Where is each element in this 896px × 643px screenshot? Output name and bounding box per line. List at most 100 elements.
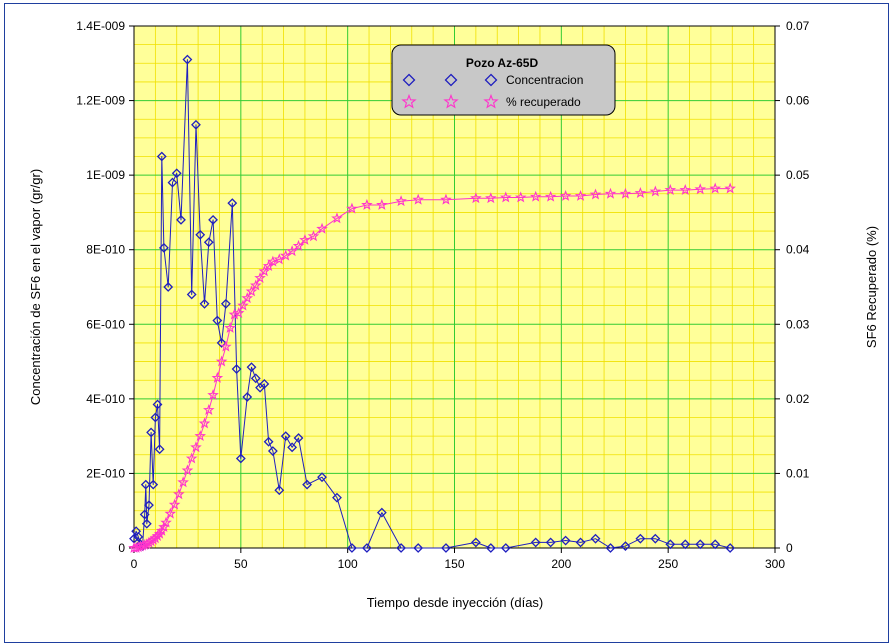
recuperado-point (190, 441, 202, 453)
legend-box (391, 44, 616, 116)
legend-entry-concentracion: Concentracion (506, 73, 583, 87)
legend-entry-recuperado: % recuperado (506, 95, 581, 109)
concentracion-point (620, 541, 631, 552)
concentracion-point (146, 427, 157, 438)
recuperado-point (619, 187, 632, 199)
concentracion-point (545, 537, 556, 548)
concentracion-point (156, 151, 167, 162)
y-left-tick-label: 2E-010 (86, 466, 125, 480)
concentracion-point (250, 373, 261, 384)
concentracion-point (317, 472, 327, 483)
concentracion-point (280, 431, 291, 442)
recuperado-point (331, 212, 343, 224)
concentracion-point (605, 543, 616, 553)
concentracion-point (665, 539, 676, 550)
concentracion-point (376, 507, 387, 518)
x-tick-label: 150 (444, 557, 464, 571)
concentracion-point (259, 379, 270, 389)
recuperado-point (245, 285, 258, 297)
concentracion-point (441, 543, 451, 553)
concentracion-point (680, 539, 691, 550)
concentracion-point (133, 531, 144, 542)
recuperado-point (220, 340, 232, 352)
concentracion-point (590, 533, 601, 544)
recuperado-point (258, 265, 271, 277)
concentracion-point (332, 492, 342, 503)
concentracion-point (470, 537, 481, 548)
x-tick-labels: 0 50 100 150 200 250 300 (131, 557, 786, 571)
recuperado-point (440, 193, 452, 205)
recuperado-point (412, 193, 424, 205)
concentracion-point (235, 453, 246, 464)
recuperado-point (198, 417, 211, 429)
concentracion-point (263, 436, 274, 447)
concentracion-point (293, 433, 304, 443)
recuperado-point (267, 255, 279, 267)
concentracion-point (485, 543, 496, 553)
recuperado-point (254, 271, 266, 283)
recuperado-point (299, 233, 311, 245)
y-left-tick-label: 8E-010 (86, 243, 125, 257)
concentracion-point (396, 543, 407, 553)
recuperado-point (215, 355, 228, 367)
x-axis-label: Tiempo desde inyección (días) (367, 595, 544, 610)
recuperado-point (241, 292, 254, 304)
concentracion-point (191, 119, 201, 130)
concentracion-point (199, 298, 210, 309)
axis-ticks (129, 25, 780, 553)
recuperado-point (181, 464, 194, 476)
y-right-tick-label: 0.05 (786, 168, 810, 182)
concentracion-point (500, 543, 511, 553)
legend-diamond-icon (444, 73, 458, 87)
legend: Pozo Az-65D Concentracion % recuperado (391, 44, 616, 116)
y-axis-left-label: Concentración de SF6 en el vapor (gr/gr) (28, 169, 43, 405)
recuperado-point (395, 195, 407, 207)
concentracion-point (231, 364, 242, 374)
concentracion-point (530, 537, 541, 548)
recuperado-point (574, 189, 587, 201)
x-tick-label: 0 (131, 557, 138, 571)
y-left-tick-label: 1.4E-009 (76, 19, 125, 33)
recuperado-point (164, 507, 177, 519)
recuperado-point (559, 189, 572, 201)
concentracion-line (133, 59, 731, 549)
concentracion-point (182, 54, 193, 65)
y-left-tick-labels: 0 2E-010 4E-010 6E-010 8E-010 1E-009 1.2E-009 1… (76, 19, 125, 555)
concentracion-point (347, 543, 357, 553)
recuperado-point (232, 307, 245, 319)
legend-star-icon (483, 93, 499, 109)
concentracion-point (154, 444, 165, 455)
recuperado-point (361, 198, 373, 210)
recuperado-point (250, 279, 262, 291)
recuperado-point (160, 516, 172, 528)
series-recuperado (128, 182, 736, 553)
concentracion-point (242, 392, 253, 402)
concentracion-point (274, 485, 285, 496)
recuperado-point (485, 192, 497, 204)
x-tick-label: 250 (658, 557, 678, 571)
recuperado-point (273, 253, 286, 265)
recuperado-point (151, 529, 164, 541)
legend-star-icon (401, 93, 417, 109)
legend-markers (401, 73, 499, 109)
y-right-tick-label: 0 (786, 541, 793, 555)
recuperado-point (649, 185, 662, 197)
concentracion-point (227, 198, 238, 209)
recuperado-point (194, 430, 207, 442)
x-tick-label: 100 (338, 557, 358, 571)
recuperado-point (173, 488, 185, 500)
y-right-tick-label: 0.01 (786, 466, 810, 480)
concentracion-point (710, 539, 721, 550)
concentracion-point (725, 543, 736, 553)
concentracion-point (212, 315, 223, 326)
recuperado-point (604, 187, 617, 199)
legend-diamond-icon (402, 73, 416, 87)
concentracion-point (695, 539, 706, 550)
concentracion-point (148, 479, 159, 490)
recuperado-point (634, 186, 647, 198)
recuperado-point (211, 371, 224, 383)
recuperado-point (470, 192, 482, 204)
recuperado-point (203, 403, 215, 415)
y-left-tick-label: 4E-010 (86, 392, 125, 406)
concentracion-point (171, 168, 182, 179)
